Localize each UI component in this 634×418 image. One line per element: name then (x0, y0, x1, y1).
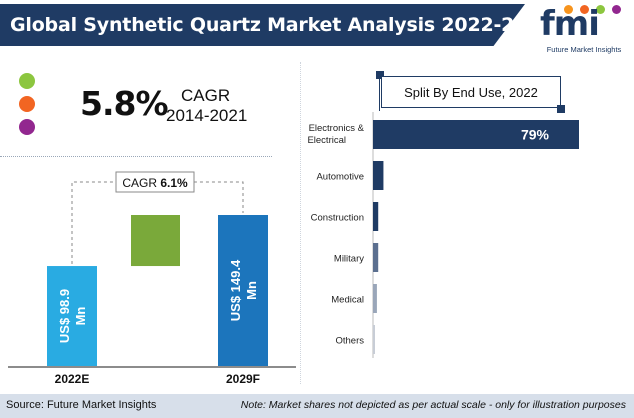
green-dot-icon (19, 73, 35, 89)
heading-accent-bottom (557, 105, 565, 113)
bar-value-line2: Mn (244, 281, 259, 300)
category-label: 2022E (55, 372, 90, 386)
data-label: 79% (521, 127, 550, 143)
cagr-annotation-value: 6.1% (160, 176, 188, 190)
logo-dot-1 (564, 5, 573, 14)
purple-dot-icon (19, 119, 35, 135)
orange-dot-icon (19, 96, 35, 112)
category-label: Military (334, 254, 364, 265)
split-heading-box: Split By End Use, 2022 (381, 76, 561, 108)
bar-medical (373, 284, 377, 313)
category-label: 2029F (226, 372, 260, 386)
bar-2029F (218, 215, 268, 366)
end-use-chart: Electronics & Electrical 79% Automotive Cons… (307, 112, 579, 358)
footer-note: Note: Market shares not depicted as per … (240, 399, 626, 411)
bar-others (373, 325, 375, 354)
bar-construction (373, 202, 379, 231)
bar-electronics-electrical (373, 120, 579, 149)
logo-subtitle: Future Market Insights (546, 45, 622, 54)
bar-value-line1: US$ 98.9 (57, 289, 72, 343)
cagr-value: 5.8% (80, 84, 169, 123)
footer-source: Source: Future Market Insights (6, 399, 157, 411)
category-label: Electronics & Electrical (307, 123, 364, 146)
cagr-annotation-prefix: CAGR (122, 176, 160, 190)
category-label: Medical (331, 295, 364, 306)
split-heading: Split By End Use, 2022 (404, 85, 538, 100)
title-band (0, 4, 525, 46)
category-label: Automotive (316, 172, 364, 183)
footer: Source: Future Market Insights Note: Mar… (0, 394, 634, 418)
page-title: Global Synthetic Quartz Market Analysis … (10, 14, 554, 36)
cagr-annotation: CAGR 6.1% (122, 176, 188, 190)
bar-value-label: US$ 149.4 Mn (228, 259, 259, 321)
bar-value-line2: Mn (73, 307, 88, 326)
panel-divider (300, 62, 301, 384)
cagr-label: CAGR (181, 86, 231, 105)
cagr-annotation-box (115, 171, 195, 193)
logo-dot-2 (580, 5, 589, 14)
bar-military (373, 243, 379, 272)
category-label-line2: Electrical (307, 135, 346, 146)
logo-text: fmi (540, 4, 600, 44)
bar-automotive (373, 161, 384, 190)
heading-accent-line (379, 71, 380, 111)
cagr-period: 2014-2021 (166, 106, 248, 125)
category-label: Construction (311, 213, 364, 224)
category-label: Others (335, 336, 364, 347)
header: Global Synthetic Quartz Market Analysis … (0, 0, 634, 58)
bar-value-label: US$ 98.9 Mn (57, 289, 88, 343)
heading-accent-top (376, 71, 384, 79)
bar-2022E (47, 266, 97, 366)
logo-dot-3 (596, 5, 605, 14)
logo-dot-4 (612, 5, 621, 14)
fmi-logo: fmi Future Market Insights (538, 3, 630, 57)
growth-block (131, 215, 180, 267)
bar-value-line1: US$ 149.4 (228, 259, 243, 321)
category-label-line1: Electronics & (309, 123, 365, 134)
divider (0, 156, 272, 157)
